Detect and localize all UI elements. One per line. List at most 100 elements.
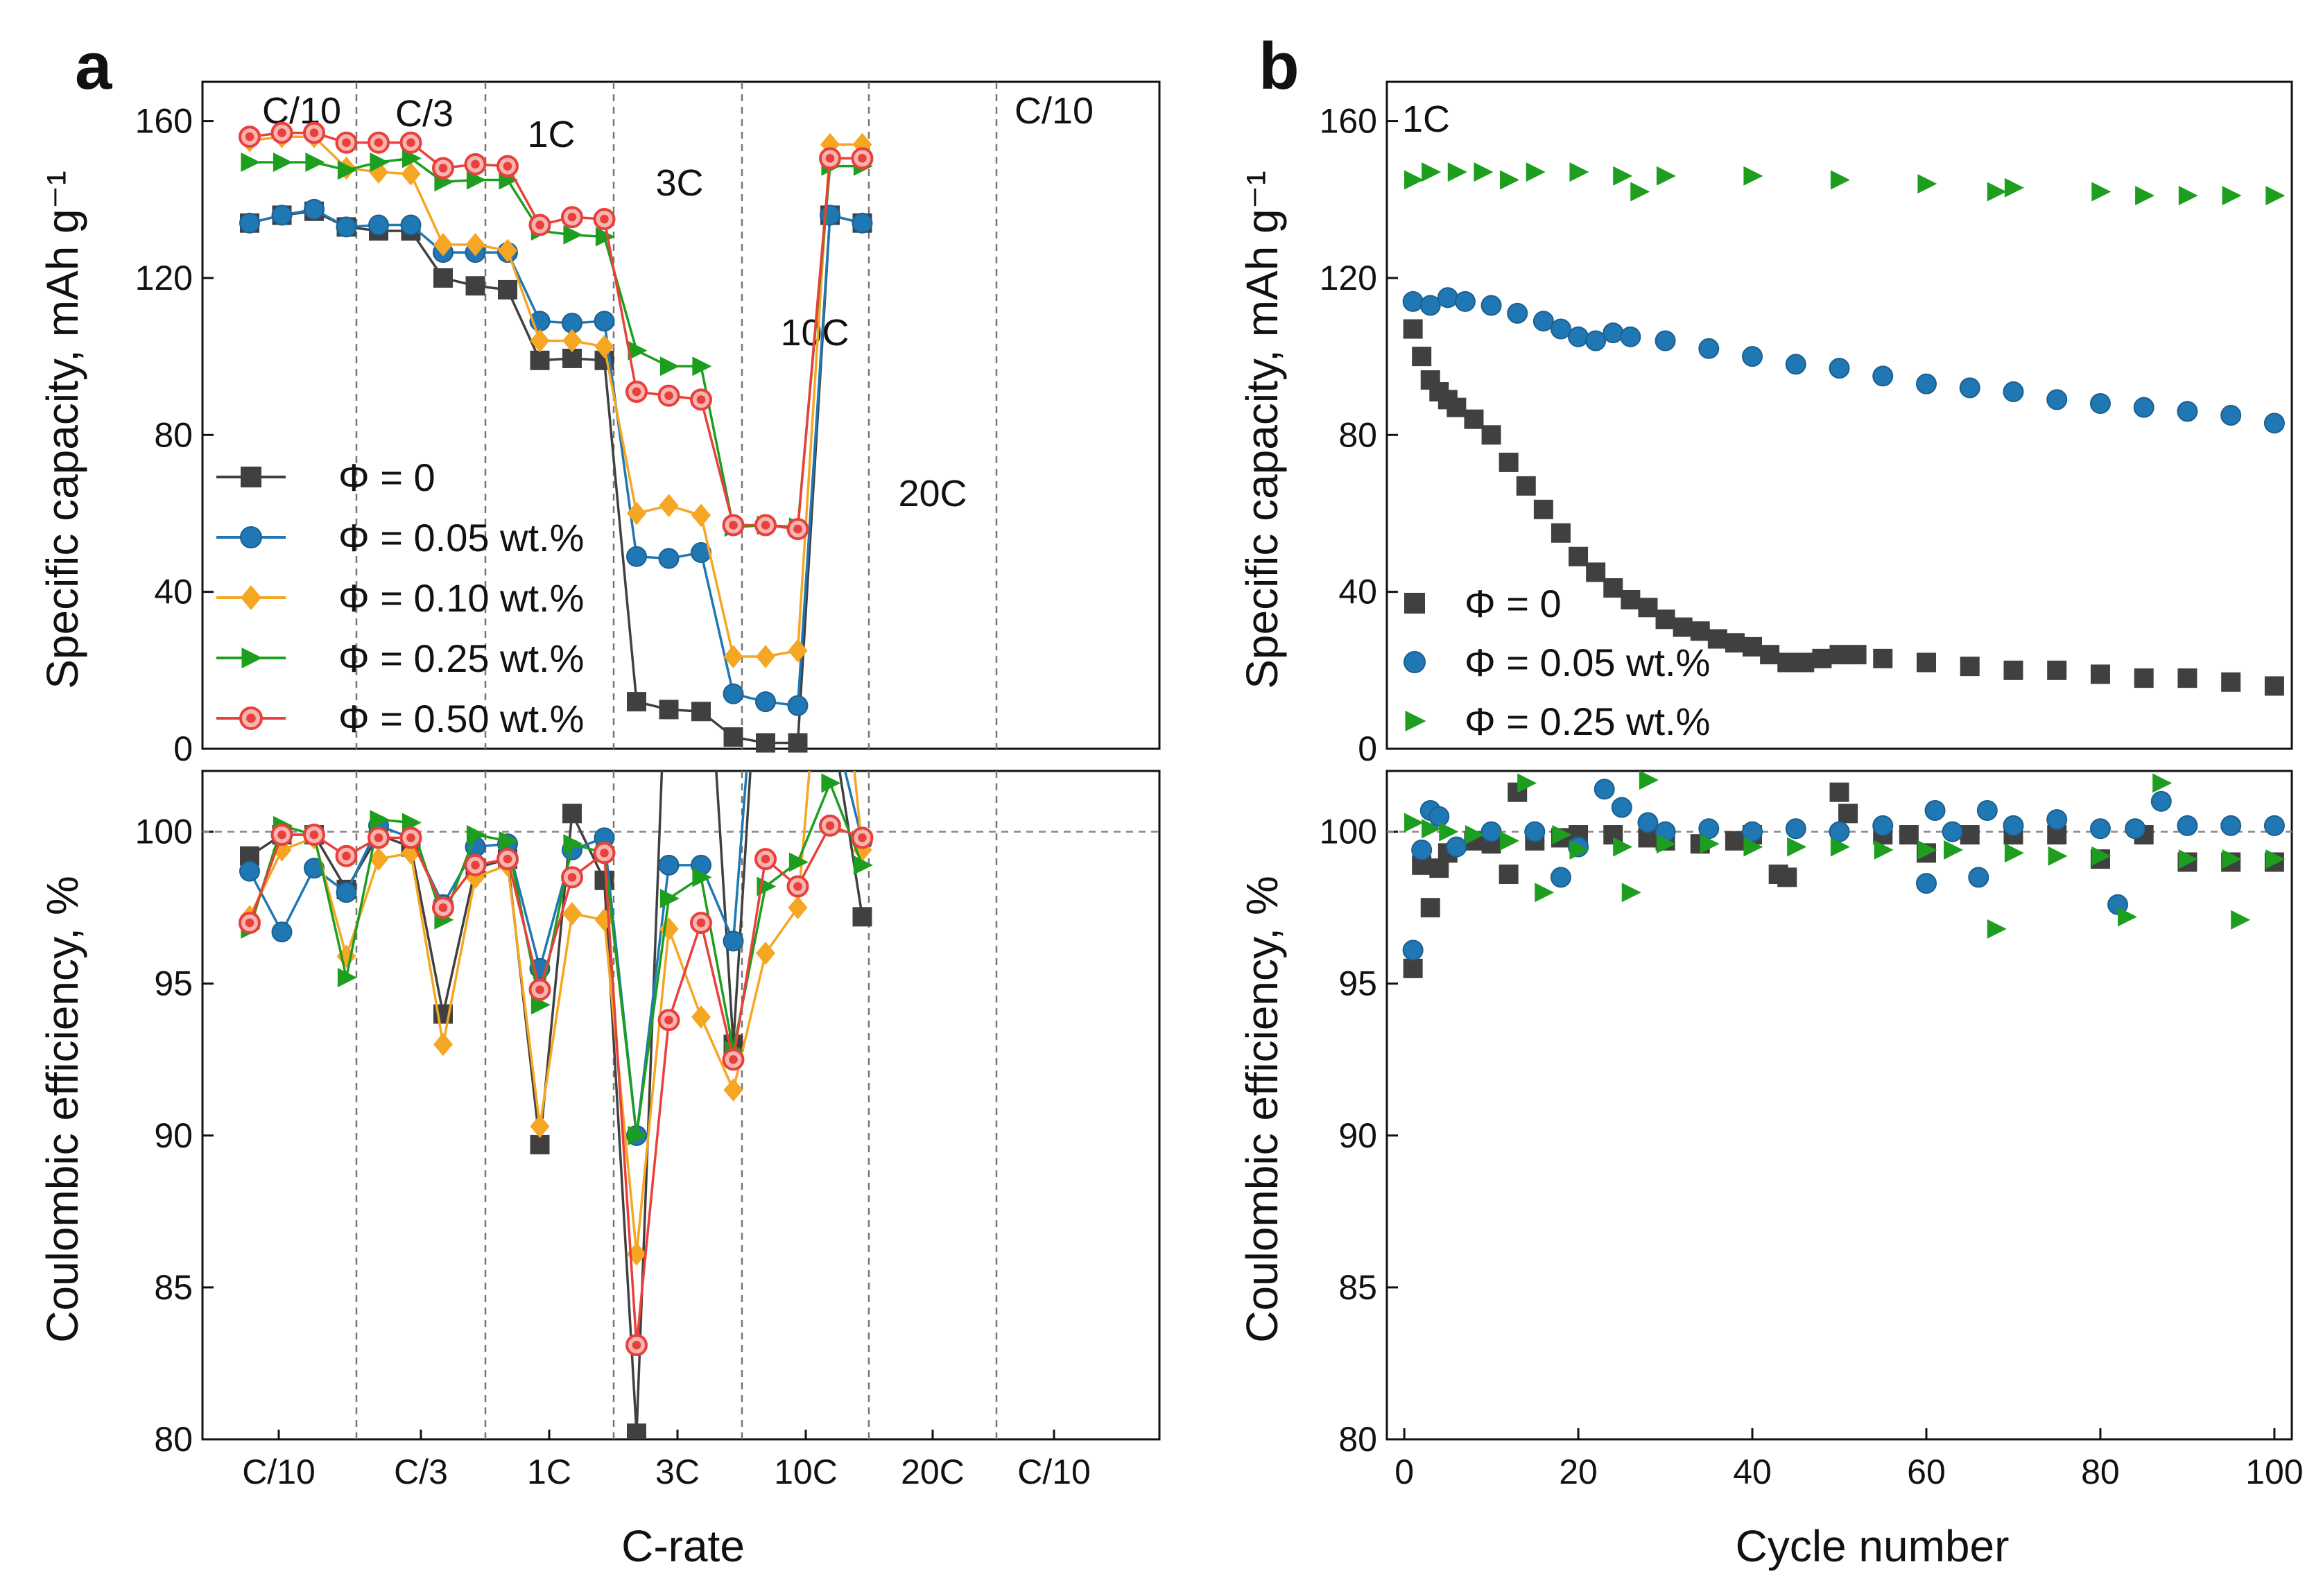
data-point-1-19 xyxy=(852,212,873,234)
data-point-1-0 xyxy=(1402,939,1424,961)
data-point-0-19 xyxy=(852,907,872,927)
data-point-1-10 xyxy=(1603,322,1624,344)
data-point-0-15 xyxy=(1621,589,1641,609)
data-point-1-20 xyxy=(1942,821,1963,842)
data-point-3-10 xyxy=(563,834,583,854)
data-point-1-5 xyxy=(400,214,422,236)
x-tick-label-3: 3C xyxy=(655,1452,700,1491)
data-point-0-20 xyxy=(1707,629,1727,649)
y-tick-label-4: 100 xyxy=(1320,813,1377,851)
data-point-2-17 xyxy=(788,639,808,663)
data-point-0-17 xyxy=(1655,609,1675,630)
y-tick-label-2: 90 xyxy=(154,1116,193,1155)
data-point-0-31 xyxy=(1960,657,1980,677)
data-point-1-17 xyxy=(787,695,809,716)
data-point-3-3 xyxy=(337,967,357,987)
data-point-0-8 xyxy=(498,279,517,300)
data-point-4-16 xyxy=(754,848,777,871)
data-point-4-13 xyxy=(657,1009,680,1032)
data-point-2-14 xyxy=(1743,837,1763,857)
x-tick-label-3: 60 xyxy=(1907,1452,1946,1491)
series-line-4 xyxy=(248,824,863,1346)
data-point-3-8 xyxy=(499,831,519,851)
data-point-2-12 xyxy=(1917,174,1937,194)
data-point-2-10 xyxy=(562,329,582,353)
data-point-4-10 xyxy=(561,206,583,229)
legend-marker-3 xyxy=(241,648,263,668)
data-point-2-16 xyxy=(2135,186,2155,206)
data-point-4-16 xyxy=(754,514,777,537)
data-point-2-8 xyxy=(1569,840,1589,860)
data-point-0-16 xyxy=(1725,831,1745,851)
data-point-0-26 xyxy=(1812,648,1832,668)
data-point-1-11 xyxy=(594,311,615,332)
data-point-4-19 xyxy=(851,147,874,170)
data-point-2-8 xyxy=(1630,182,1650,202)
x-tick-label-1: 20 xyxy=(1559,1452,1598,1491)
data-point-4-8-core xyxy=(503,162,512,171)
data-point-4-2 xyxy=(303,121,325,144)
data-point-4-11-core xyxy=(600,849,609,858)
data-point-3-1 xyxy=(273,153,293,173)
series-group xyxy=(1402,162,2286,696)
data-point-3-10 xyxy=(563,225,583,245)
data-point-1-20 xyxy=(2003,381,2024,403)
data-point-4-13-core xyxy=(664,1016,673,1025)
data-point-1-25 xyxy=(2220,405,2242,426)
data-point-1-28 xyxy=(2150,790,2172,812)
data-point-4-4 xyxy=(368,131,390,154)
data-point-4-12-core xyxy=(632,387,641,397)
data-point-4-17-core xyxy=(793,882,802,891)
data-point-2-20 xyxy=(1987,919,2007,939)
data-point-2-9 xyxy=(1613,837,1633,857)
data-point-4-3-core xyxy=(342,138,351,148)
data-point-0-10 xyxy=(1533,499,1553,519)
data-point-4-18 xyxy=(819,147,841,170)
data-point-2-26 xyxy=(2178,849,2198,869)
data-point-2-11 xyxy=(594,335,614,358)
data-point-1-11 xyxy=(1637,812,1659,833)
data-point-4-9-core xyxy=(535,985,544,994)
legend-label-1: Φ = 0.05 wt.% xyxy=(1465,641,1710,684)
data-point-1-7 xyxy=(1550,318,1571,340)
data-point-2-25 xyxy=(2152,773,2173,793)
data-point-3-17 xyxy=(788,852,809,872)
data-point-2-19 xyxy=(2265,186,2286,206)
data-point-1-7 xyxy=(1550,867,1571,888)
data-point-1-1 xyxy=(271,205,293,226)
data-point-0-23 xyxy=(1899,825,1919,845)
y-tick-label-0: 80 xyxy=(154,1420,193,1459)
data-point-0-11 xyxy=(594,870,614,890)
data-point-0-18 xyxy=(1673,617,1693,637)
data-point-4-17 xyxy=(786,875,809,898)
data-point-0-25 xyxy=(1960,825,1980,845)
data-point-0-24 xyxy=(1777,652,1797,673)
y-tick-label-3: 120 xyxy=(135,259,193,297)
data-point-2-3 xyxy=(1465,825,1485,845)
data-point-2-8 xyxy=(498,238,517,263)
data-point-0-32 xyxy=(2003,660,2023,680)
rate-annotation-1: C/3 xyxy=(395,93,454,135)
data-point-2-19 xyxy=(1944,840,1964,860)
data-point-0-6 xyxy=(1464,409,1484,429)
y-tick-label-0: 80 xyxy=(1338,1420,1377,1459)
data-point-2-10 xyxy=(1621,883,1641,903)
panel-b-lower: 80 85 90 95 100 0 20 40 60 80 100 Coulombic effic… xyxy=(1237,770,2304,1571)
data-point-4-14-core xyxy=(696,918,706,928)
data-point-1-6 xyxy=(1524,821,1546,842)
data-point-4-14 xyxy=(690,388,712,411)
data-point-2-16 xyxy=(1830,837,1850,857)
data-point-1-18 xyxy=(1915,373,1937,394)
data-point-1-4 xyxy=(1480,295,1502,316)
data-point-0-15 xyxy=(723,727,743,747)
data-point-2-6 xyxy=(433,1032,453,1057)
data-point-1-18 xyxy=(820,205,840,226)
y-axis-ticks: 0 40 80 120 160 xyxy=(135,102,214,768)
data-point-4-17 xyxy=(786,518,809,541)
legend-marker-0 xyxy=(241,467,261,487)
y-tick-label-2: 80 xyxy=(154,415,193,454)
data-point-2-15 xyxy=(723,1078,743,1102)
data-point-0-22 xyxy=(1743,636,1763,657)
data-point-4-14-core xyxy=(696,395,706,404)
x-axis-label: Cycle number xyxy=(1736,1521,2010,1571)
